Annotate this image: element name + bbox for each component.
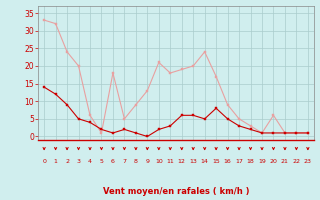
X-axis label: Vent moyen/en rafales ( km/h ): Vent moyen/en rafales ( km/h ): [103, 187, 249, 196]
